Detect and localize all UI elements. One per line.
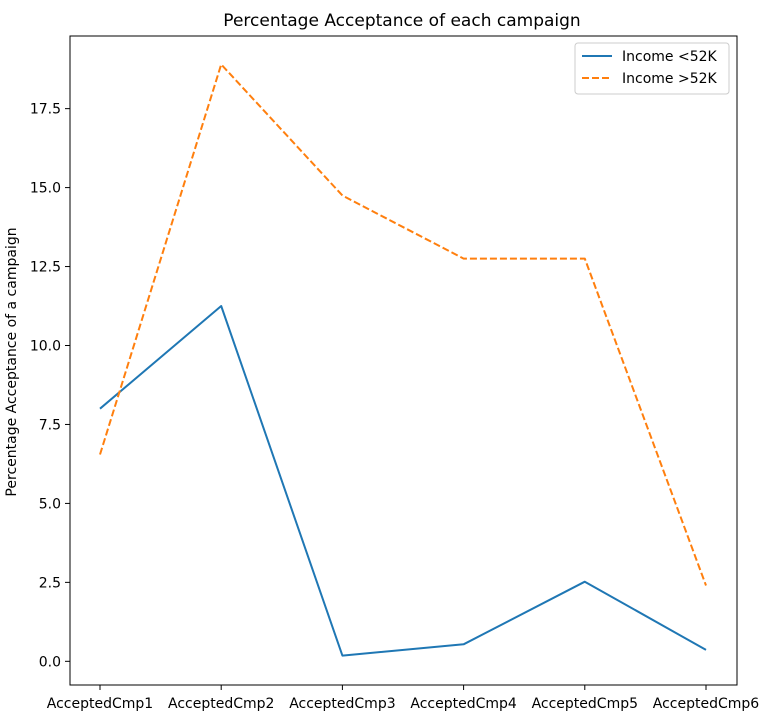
plot-frame	[69, 35, 738, 686]
legend-label-income-under-52k: Income <52K	[622, 49, 718, 65]
x-tick-label: AcceptedCmp6	[653, 696, 760, 712]
y-tick-label: 10.0	[30, 338, 61, 354]
x-tick-label: AcceptedCmp5	[532, 696, 638, 712]
y-tick-label: 2.5	[39, 575, 61, 591]
series-lines	[99, 63, 707, 657]
y-tick-label: 7.5	[39, 417, 61, 433]
x-tick-label: AcceptedCmp2	[168, 696, 274, 712]
y-axis-label: Percentage Acceptance of a campaign	[4, 227, 20, 496]
y-tick-label: 15.0	[30, 181, 61, 197]
legend-label-income-over-52k: Income >52K	[622, 71, 718, 87]
legend: Income <52K Income >52K	[574, 42, 730, 95]
x-tick-label: AcceptedCmp4	[410, 696, 517, 712]
series-line-income-under-52k	[99, 305, 707, 657]
x-tick-label: AcceptedCmp3	[289, 696, 395, 712]
axis-ticks: AcceptedCmp1 AcceptedCmp2 AcceptedCmp3 Acce…	[30, 102, 759, 712]
y-tick-label: 12.5	[30, 260, 61, 276]
y-tick-label: 17.5	[30, 102, 61, 118]
legend-box	[574, 42, 730, 95]
series-line-income-over-52k	[99, 63, 707, 586]
x-tick-label: AcceptedCmp1	[47, 696, 153, 712]
y-tick-label: 0.0	[39, 654, 61, 670]
chart-title: Percentage Acceptance of each campaign	[223, 11, 580, 31]
y-tick-label: 5.0	[39, 496, 61, 512]
